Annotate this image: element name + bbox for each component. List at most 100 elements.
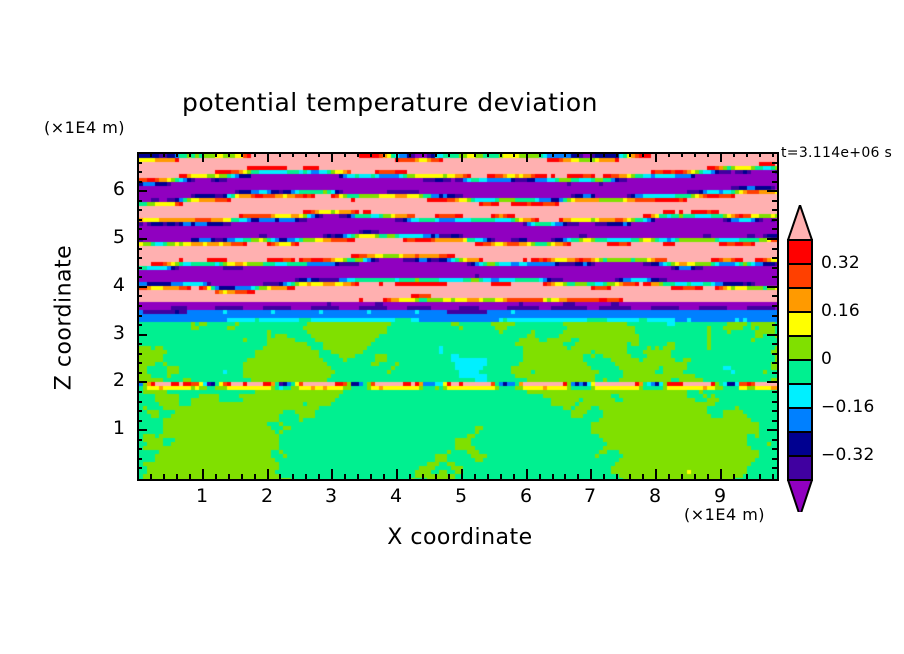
colorbar-segment xyxy=(787,239,813,265)
tick-mark xyxy=(767,381,777,383)
tick-mark xyxy=(344,152,346,157)
tick-mark xyxy=(396,469,398,479)
tick-mark xyxy=(370,152,372,157)
tick-mark xyxy=(616,474,618,479)
tick-mark xyxy=(137,372,142,374)
tick-mark xyxy=(642,474,644,479)
tick-mark xyxy=(772,324,777,326)
tick-mark xyxy=(500,152,502,157)
colorbar-segment xyxy=(787,287,813,313)
tick-mark xyxy=(448,474,450,479)
tick-mark xyxy=(448,152,450,157)
tick-mark xyxy=(137,248,142,250)
tick-mark xyxy=(655,469,657,479)
tick-mark xyxy=(772,267,777,269)
tick-mark xyxy=(767,286,777,288)
tick-mark xyxy=(396,152,398,162)
tick-mark xyxy=(137,190,147,192)
tick-mark xyxy=(590,469,592,479)
y-tick-label: 4 xyxy=(112,274,125,296)
tick-mark xyxy=(772,420,777,422)
tick-mark xyxy=(137,200,142,202)
tick-mark xyxy=(772,200,777,202)
y-tick-label: 3 xyxy=(112,322,125,344)
x-tick-label: 8 xyxy=(648,485,662,507)
tick-mark xyxy=(137,420,142,422)
timestamp-annotation: t=3.114e+06 s xyxy=(781,145,893,161)
tick-mark xyxy=(474,474,476,479)
tick-mark xyxy=(668,474,670,479)
tick-mark xyxy=(228,152,230,157)
tick-mark xyxy=(292,152,294,157)
tick-mark xyxy=(163,152,165,157)
colorbar-under-arrow xyxy=(787,479,813,512)
tick-mark xyxy=(176,474,178,479)
tick-mark xyxy=(137,448,142,450)
tick-mark xyxy=(279,152,281,157)
tick-mark xyxy=(616,152,618,157)
tick-mark xyxy=(189,152,191,157)
tick-mark xyxy=(305,152,307,157)
tick-mark xyxy=(772,391,777,393)
colorbar-tick-label: 0.16 xyxy=(821,301,861,321)
tick-mark xyxy=(500,474,502,479)
tick-mark xyxy=(137,181,142,183)
tick-mark xyxy=(267,152,269,162)
tick-mark xyxy=(137,343,142,345)
tick-mark xyxy=(772,181,777,183)
tick-mark xyxy=(772,439,777,441)
tick-mark xyxy=(357,474,359,479)
colorbar-segment xyxy=(787,455,813,481)
tick-mark xyxy=(772,458,777,460)
tick-mark xyxy=(772,467,777,469)
tick-mark xyxy=(305,474,307,479)
tick-mark xyxy=(202,152,204,162)
tick-mark xyxy=(603,152,605,157)
tick-mark xyxy=(435,152,437,157)
tick-mark xyxy=(767,334,777,336)
y-tick-label: 6 xyxy=(112,178,125,200)
colorbar-segment xyxy=(787,359,813,385)
tick-mark xyxy=(461,469,463,479)
tick-mark xyxy=(163,474,165,479)
tick-mark xyxy=(137,458,142,460)
tick-mark xyxy=(357,152,359,157)
x-axis-unit-label: (×1E4 m) xyxy=(684,505,766,524)
tick-mark xyxy=(526,469,528,479)
tick-mark xyxy=(694,152,696,157)
tick-mark xyxy=(137,324,142,326)
tick-mark xyxy=(202,469,204,479)
tick-mark xyxy=(767,238,777,240)
tick-mark xyxy=(526,152,528,162)
tick-mark xyxy=(241,474,243,479)
y-tick-label: 5 xyxy=(112,226,125,248)
colorbar-segment xyxy=(787,407,813,433)
tick-mark xyxy=(137,429,147,431)
tick-mark xyxy=(681,152,683,157)
tick-mark xyxy=(759,152,761,157)
tick-mark xyxy=(254,474,256,479)
tick-mark xyxy=(292,474,294,479)
tick-mark xyxy=(215,152,217,157)
colorbar-segment xyxy=(787,263,813,289)
tick-mark xyxy=(772,401,777,403)
x-tick-label: 7 xyxy=(583,485,597,507)
tick-mark xyxy=(772,209,777,211)
tick-mark xyxy=(137,276,142,278)
tick-mark xyxy=(254,152,256,157)
tick-mark xyxy=(137,228,142,230)
tick-mark xyxy=(137,410,142,412)
tick-mark xyxy=(422,474,424,479)
tick-mark xyxy=(772,248,777,250)
tick-mark xyxy=(707,474,709,479)
tick-mark xyxy=(772,276,777,278)
x-tick-label: 3 xyxy=(324,485,338,507)
tick-mark xyxy=(241,152,243,157)
tick-mark xyxy=(318,474,320,479)
tick-mark xyxy=(767,429,777,431)
tick-mark xyxy=(733,152,735,157)
tick-mark xyxy=(279,474,281,479)
tick-mark xyxy=(772,448,777,450)
tick-mark xyxy=(318,152,320,157)
